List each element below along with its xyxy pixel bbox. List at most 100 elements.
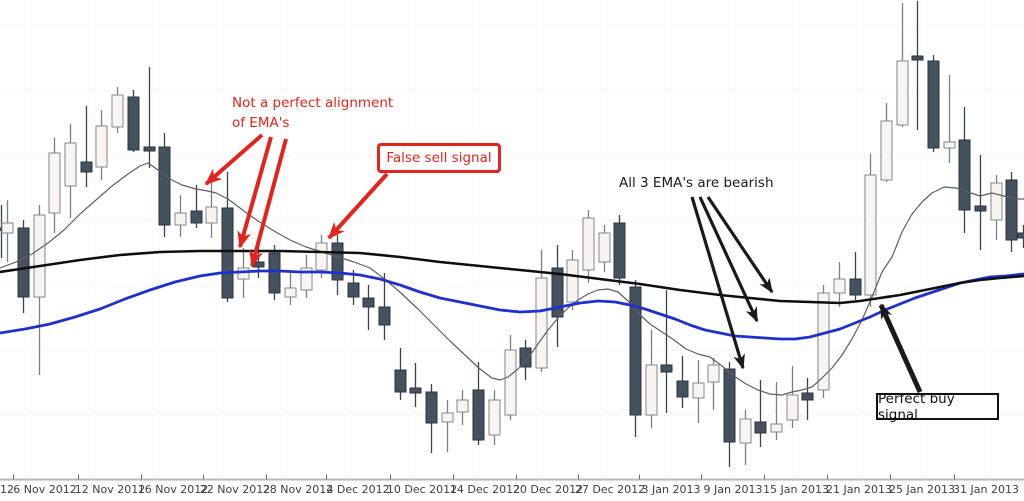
red-annotation-arrow bbox=[204, 133, 264, 186]
bull-candle-body bbox=[943, 141, 956, 149]
bear-candle-body bbox=[1005, 179, 1018, 241]
bear-candle-body bbox=[409, 387, 422, 394]
x-axis-label: 31 Jan 2013 bbox=[953, 483, 1019, 496]
bear-candle-body bbox=[629, 286, 642, 416]
red-annotation-arrow bbox=[237, 136, 273, 249]
x-axis-label: 20 Dec 2012 bbox=[512, 483, 584, 496]
x-axis-label: 3 Jan 2013 bbox=[641, 483, 701, 496]
black-annotation-arrow bbox=[878, 303, 923, 394]
annotation-all-emas-bearish: All 3 EMA's are bearish bbox=[619, 175, 774, 191]
red-annotation-arrow bbox=[249, 138, 288, 268]
red-annotation-arrow bbox=[327, 172, 389, 240]
x-axis-label: 10 Dec 2012 bbox=[386, 483, 458, 496]
bull-candle-body bbox=[488, 399, 501, 436]
bull-candle-body bbox=[880, 120, 893, 181]
x-axis-label: 4 Dec 2012 bbox=[326, 483, 390, 496]
bear-candle-body bbox=[347, 282, 360, 298]
bear-candle-body bbox=[80, 161, 93, 173]
bull-candle-body bbox=[707, 364, 720, 383]
bull-candle-body bbox=[598, 232, 611, 263]
bear-candle-body bbox=[911, 55, 924, 61]
bull-candle-body bbox=[739, 418, 752, 444]
bear-candle-body bbox=[723, 368, 736, 443]
annotation-perfect-buy-signal-box: Perfect buy signal bbox=[876, 390, 999, 423]
bull-candle-body bbox=[817, 292, 830, 391]
annotation-perfect-buy-signal-label: Perfect buy signal bbox=[878, 390, 955, 423]
x-axis-label: 28 Nov 2012 bbox=[262, 483, 334, 496]
bear-candle-body bbox=[958, 139, 971, 211]
bull-candle-body bbox=[237, 267, 250, 280]
bull-candle-body bbox=[48, 152, 61, 214]
x-axis-label: 21 Jan 2013 bbox=[826, 483, 892, 496]
bear-candle-body bbox=[613, 222, 626, 279]
bear-candle-body bbox=[268, 252, 281, 294]
x-axis-label: 12 Nov 2012 bbox=[74, 483, 146, 496]
bear-candle-body bbox=[801, 392, 814, 401]
mid-ema-blue bbox=[0, 269, 1024, 341]
bull-candle-body bbox=[645, 364, 658, 416]
bull-candle-body bbox=[770, 423, 783, 433]
bull-candle-body bbox=[95, 125, 108, 168]
x-axis-label: 25 Jan 2013 bbox=[889, 483, 955, 496]
bear-candle-body bbox=[362, 297, 375, 308]
black-annotation-arrow bbox=[698, 196, 759, 323]
bear-candle-body bbox=[849, 278, 862, 296]
bull-candle-body bbox=[33, 214, 46, 298]
bull-candle-body bbox=[284, 287, 297, 298]
bull-candle-body bbox=[535, 277, 548, 369]
fast-ema-gray bbox=[0, 162, 1024, 396]
bull-candle-body bbox=[566, 259, 579, 303]
annotation-not-perfect-alignment: Not a perfect alignment of EMA's bbox=[232, 95, 394, 131]
x-axis-label: 6 Nov 2012 bbox=[13, 483, 77, 496]
bull-candle-body bbox=[990, 182, 1003, 221]
x-axis: 12 6 Nov 2012 12 Nov 2012 16 Nov 2012 22 Nov… bbox=[0, 482, 1024, 501]
annotation-false-sell-signal-box: False sell signal bbox=[377, 143, 501, 173]
x-axis-label: 15 Jan 2013 bbox=[763, 483, 829, 496]
x-axis-label: 16 Nov 2012 bbox=[137, 483, 209, 496]
bull-candle-body bbox=[692, 382, 705, 399]
x-axis-label: 27 Dec 2012 bbox=[574, 483, 646, 496]
bear-candle-body bbox=[974, 205, 987, 212]
bear-candle-body bbox=[127, 96, 140, 151]
candles bbox=[0, 1, 1024, 467]
bear-candle-body bbox=[17, 227, 30, 298]
bull-candle-body bbox=[64, 142, 77, 187]
bear-candle-body bbox=[754, 421, 767, 434]
black-annotation-arrow bbox=[706, 196, 774, 294]
bull-candle-body bbox=[864, 174, 877, 296]
x-axis-ticks bbox=[13, 474, 955, 480]
bull-candle-body bbox=[896, 60, 909, 126]
black-annotation-arrow bbox=[690, 196, 745, 370]
bear-candle-body bbox=[394, 369, 407, 393]
bull-candle-body bbox=[205, 206, 218, 224]
bear-candle-body bbox=[425, 391, 438, 424]
bear-candle-body bbox=[927, 60, 940, 149]
bull-candle-body bbox=[1, 222, 14, 234]
bear-candle-body bbox=[158, 146, 171, 226]
bull-candle-body bbox=[111, 94, 124, 128]
bull-candle-body bbox=[300, 267, 313, 291]
bull-candle-body bbox=[504, 349, 517, 416]
bear-candle-body bbox=[551, 267, 564, 318]
x-axis-label: 9 Jan 2013 bbox=[703, 483, 763, 496]
bull-candle-body bbox=[441, 412, 454, 423]
x-axis-label: 22 Nov 2012 bbox=[199, 483, 271, 496]
x-axis-label: 12 bbox=[0, 483, 14, 496]
annotation-false-sell-signal-label: False sell signal bbox=[386, 150, 492, 166]
bull-candle-body bbox=[786, 394, 799, 421]
bear-candle-body bbox=[331, 242, 344, 281]
bear-candle-body bbox=[378, 306, 391, 326]
bear-candle-body bbox=[143, 146, 156, 152]
bear-candle-body bbox=[221, 207, 234, 299]
bear-candle-body bbox=[519, 347, 532, 368]
bull-candle-body bbox=[456, 399, 469, 413]
bull-candle-body bbox=[582, 217, 595, 271]
bear-candle-body bbox=[472, 389, 485, 441]
bear-candle-body bbox=[190, 210, 203, 224]
bear-candle-body bbox=[660, 364, 673, 373]
bull-candle-body bbox=[833, 278, 846, 294]
slow-ema-black bbox=[0, 249, 1024, 305]
x-axis-label: 14 Dec 2012 bbox=[449, 483, 521, 496]
bull-candle-body bbox=[174, 212, 187, 226]
